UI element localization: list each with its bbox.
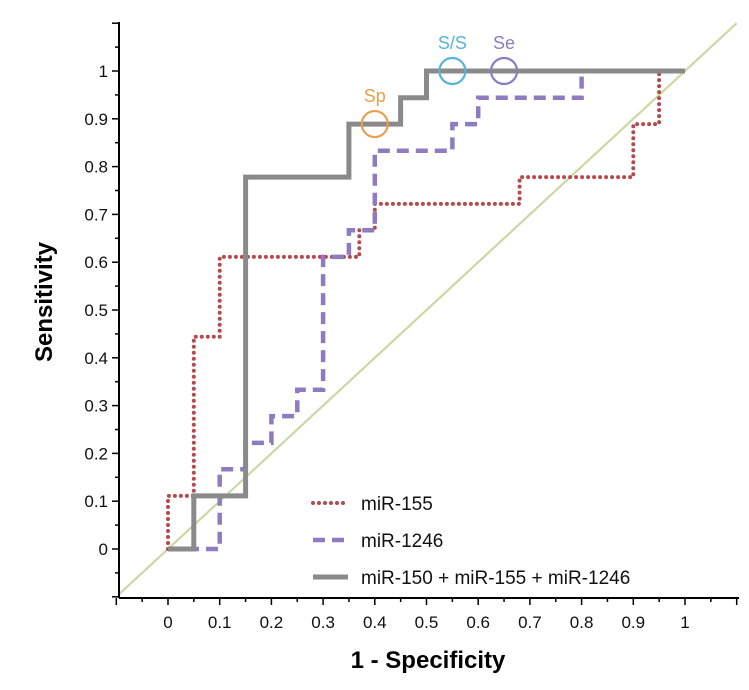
- x-tick-label: 0.6: [466, 613, 490, 632]
- x-tick-label: 0.3: [311, 613, 335, 632]
- x-tick-label: 0.9: [621, 613, 645, 632]
- x-tick-label: 0.1: [208, 613, 232, 632]
- y-tick-label: 0.1: [84, 492, 108, 511]
- y-tick-label: 0.8: [84, 158, 108, 177]
- x-tick-label: 1: [680, 613, 689, 632]
- annotation-label: S/S: [438, 33, 467, 53]
- annotation-label: Se: [493, 33, 515, 53]
- legend-label: miR-150 + miR-155 + miR-1246: [361, 568, 630, 589]
- y-tick-label: 0.7: [84, 205, 108, 224]
- legend-label: miR-1246: [361, 531, 443, 552]
- legend-label: miR-155: [361, 494, 433, 515]
- annotation-circle: [438, 56, 467, 86]
- y-tick-label: 0: [99, 540, 108, 559]
- y-tick-label: 0.2: [84, 444, 108, 463]
- y-tick-label: 0.9: [84, 110, 108, 129]
- annotation-circle: [489, 56, 519, 86]
- series-line-2: [168, 68, 685, 552]
- annotation-circle: [360, 109, 389, 139]
- x-tick-label: 0: [163, 613, 172, 632]
- x-tick-label: 0.7: [518, 613, 542, 632]
- annotation-layer: Sp S/S Se: [360, 33, 519, 139]
- y-tick-label: 0.4: [84, 349, 108, 368]
- y-tick-label: 1: [99, 62, 108, 81]
- annotation-label: Sp: [364, 86, 386, 106]
- x-tick-label: 0.2: [260, 613, 284, 632]
- x-axis-title: 1 - Specificity: [351, 647, 506, 674]
- legend: miR-155 miR-1246 miR-150 + miR-155 + miR-1…: [311, 494, 630, 589]
- x-tick-label: 0.4: [363, 613, 387, 632]
- axes: 0 0.1 0.2 0.3 0.4 0.5 0.6 0.7 0.8 0.9 1 0 0.1 0.2 0.3 0…: [84, 22, 739, 632]
- y-tick-label: 0.3: [84, 397, 108, 416]
- series-layer: [166, 68, 687, 552]
- x-tick-label: 0.8: [570, 613, 594, 632]
- y-tick-label: 0.6: [84, 253, 108, 272]
- series-line-3: [168, 68, 685, 552]
- x-tick-label: 0.5: [415, 613, 439, 632]
- y-tick-label: 0.5: [84, 301, 108, 320]
- y-axis-title: Sensitivity: [31, 241, 58, 362]
